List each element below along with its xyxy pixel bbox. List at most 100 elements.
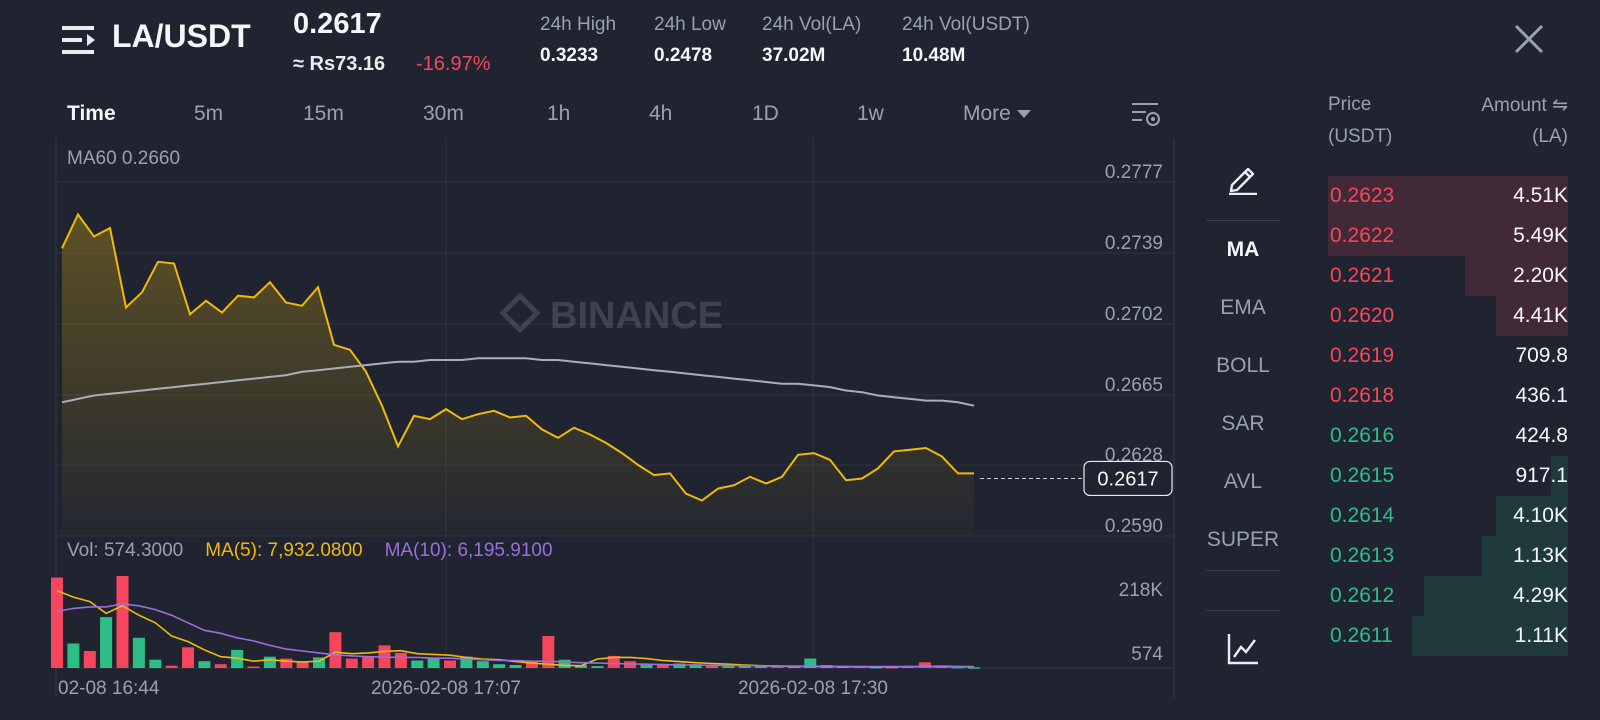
ob-amount: 424.8: [1515, 424, 1568, 447]
volume-bar: [100, 617, 113, 668]
ob-price-unit: (USDT): [1328, 126, 1393, 147]
ob-amount: 709.8: [1515, 344, 1568, 367]
ob-amount-header[interactable]: Amount ⇋: [1400, 94, 1568, 117]
volume-bar: [214, 664, 227, 668]
tab-4h[interactable]: 4h: [649, 102, 673, 125]
fiat-price: ≈ Rs73.16: [293, 53, 386, 75]
price-tick-label: 0.2665: [1105, 375, 1163, 396]
volume-bar: [280, 658, 293, 668]
volume-bar: [116, 576, 129, 668]
vol-label: Vol: 574.3000: [67, 540, 184, 561]
stat-label-vol-la: 24h Vol(LA): [762, 14, 862, 35]
tab-1d[interactable]: 1D: [752, 102, 779, 125]
volume-bar: [918, 662, 931, 668]
current-price-tag: [1083, 460, 1173, 497]
tab-more[interactable]: More: [963, 102, 1031, 126]
pencil-icon[interactable]: [1226, 161, 1260, 195]
volume-bar: [198, 661, 211, 668]
ob-amount: 4.41K: [1513, 304, 1568, 327]
chart-settings-icon[interactable]: [1130, 99, 1162, 131]
bid-row[interactable]: 0.2614 4.10K: [1328, 496, 1568, 536]
ma10-volume-line: [56, 603, 975, 668]
ob-amount: 4.51K: [1513, 184, 1568, 207]
pair-title[interactable]: LA/USDT: [112, 18, 251, 54]
time-axis-label: 02-08 16:44: [58, 678, 160, 699]
watermark-text: BINANCE: [550, 295, 723, 337]
last-price: 0.2617: [293, 8, 382, 40]
ask-row[interactable]: 0.2618 436.1: [1328, 376, 1568, 412]
indicator-ma[interactable]: MA: [1226, 238, 1260, 261]
bid-row[interactable]: 0.2612 4.29K: [1328, 576, 1568, 616]
volume-bar: [296, 661, 309, 668]
ob-amount: 5.49K: [1513, 224, 1568, 247]
tools-divider: [1206, 570, 1280, 571]
ob-price: 0.2622: [1330, 224, 1395, 247]
tab-5m[interactable]: 5m: [194, 102, 224, 125]
volume-bar: [689, 664, 702, 668]
indicator-super[interactable]: SUPER: [1206, 528, 1280, 551]
ask-row[interactable]: 0.2621 2.20K: [1328, 256, 1568, 296]
stat-value-high: 0.3233: [540, 45, 599, 66]
volume-bar: [951, 666, 964, 669]
ob-amount-header-label: Amount ⇋: [1481, 95, 1568, 116]
volume-bar: [394, 652, 407, 668]
indicator-boll[interactable]: BOLL: [1216, 354, 1270, 377]
bid-row[interactable]: 0.2616 424.8: [1328, 416, 1568, 452]
volume-bar: [656, 665, 669, 668]
bid-row[interactable]: 0.2611 1.11K: [1328, 616, 1568, 656]
volume-bar: [525, 660, 538, 668]
price-tick-label: 0.2702: [1105, 304, 1163, 325]
price-line: [61, 212, 974, 502]
price-chart[interactable]: 0.2777 0.2739 0.2702 0.2665 0.2628 0.2590 BINA…: [0, 138, 1180, 708]
ask-row[interactable]: 0.2623 4.51K: [1328, 176, 1568, 216]
tab-1w[interactable]: 1w: [857, 102, 884, 125]
ask-row[interactable]: 0.2622 5.49K: [1328, 216, 1568, 256]
tab-time[interactable]: Time: [67, 102, 116, 125]
ob-amount: 4.10K: [1513, 504, 1568, 527]
depth-bar: [1424, 576, 1568, 616]
ask-row[interactable]: 0.2619 709.8: [1328, 336, 1568, 372]
tab-15m[interactable]: 15m: [303, 102, 344, 125]
ma60-label: MA60 0.2660: [67, 148, 181, 169]
stat-label-low: 24h Low: [654, 14, 726, 35]
ma5-label: MA(5): 7,932.0800: [205, 540, 363, 561]
volume-bar: [263, 656, 276, 668]
bid-row[interactable]: 0.2613 1.13K: [1328, 536, 1568, 576]
volume-bar: [968, 667, 980, 669]
volume-bar: [329, 632, 342, 668]
stat-value-vol-la: 37.02M: [762, 45, 826, 66]
volume-bar: [247, 666, 260, 668]
menu-icon[interactable]: [62, 22, 98, 58]
depth-bar: [1496, 296, 1568, 336]
bid-row[interactable]: 0.2615 917.1: [1328, 456, 1568, 496]
stat-label-high: 24h High: [540, 14, 617, 35]
volume-bar: [476, 661, 489, 668]
ob-price: 0.2619: [1330, 344, 1395, 367]
volume-bar: [640, 664, 653, 668]
volume-bar: [362, 655, 375, 668]
depth-bar: [1482, 536, 1568, 576]
volume-bar: [706, 665, 718, 668]
tab-30m[interactable]: 30m: [423, 102, 464, 125]
volume-bar: [755, 665, 768, 668]
price-change: -16.97%: [416, 53, 491, 75]
ob-price: 0.2616: [1330, 424, 1395, 447]
indicator-avl[interactable]: AVL: [1223, 470, 1263, 493]
indicator-sar[interactable]: SAR: [1221, 412, 1265, 435]
chart-type-icon[interactable]: [1226, 632, 1260, 666]
volume-bar: [132, 637, 145, 668]
volume-bar: [182, 647, 194, 668]
volume-bar: [149, 659, 162, 668]
ask-row[interactable]: 0.2620 4.41K: [1328, 296, 1568, 336]
ob-price: 0.2614: [1330, 504, 1395, 527]
depth-bar: [1328, 176, 1568, 216]
volume-tick-label: 218K: [1119, 580, 1164, 601]
volume-bar: [83, 651, 96, 668]
volume-legend: Vol: 574.3000 MA(5): 7,932.0800 MA(10): …: [67, 540, 553, 562]
tab-1h[interactable]: 1h: [547, 102, 571, 125]
volume-bar: [542, 636, 555, 668]
stat-value-low: 0.2478: [654, 45, 713, 66]
close-icon[interactable]: [1512, 22, 1546, 56]
indicator-ema[interactable]: EMA: [1220, 296, 1266, 319]
price-tick-label: 0.2777: [1105, 162, 1163, 183]
